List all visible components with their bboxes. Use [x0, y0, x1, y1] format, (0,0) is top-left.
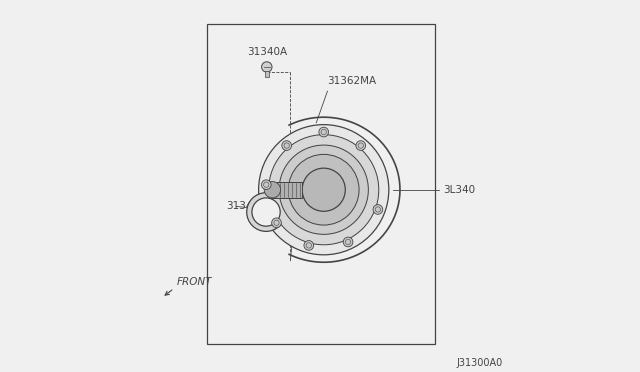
Text: 31344: 31344 — [227, 202, 259, 211]
Circle shape — [373, 205, 383, 214]
Circle shape — [252, 198, 280, 226]
Circle shape — [269, 135, 379, 245]
Circle shape — [262, 62, 272, 72]
Circle shape — [302, 168, 346, 211]
Text: FRONT: FRONT — [177, 277, 212, 287]
Circle shape — [282, 141, 291, 150]
Text: 3L340: 3L340 — [443, 185, 475, 195]
Circle shape — [304, 241, 314, 250]
Circle shape — [356, 141, 365, 150]
Circle shape — [279, 145, 369, 234]
Bar — [265, 71, 269, 77]
Text: 31340A: 31340A — [247, 46, 287, 57]
Circle shape — [343, 237, 353, 247]
Circle shape — [259, 125, 389, 255]
Circle shape — [289, 154, 359, 225]
Text: J31300A0: J31300A0 — [456, 357, 502, 368]
Circle shape — [262, 180, 271, 189]
Bar — [271, 182, 302, 198]
Circle shape — [319, 127, 328, 137]
Circle shape — [271, 218, 282, 228]
Circle shape — [246, 193, 285, 231]
Text: 31362MA: 31362MA — [328, 76, 376, 86]
Bar — [207, 24, 435, 344]
Circle shape — [264, 182, 280, 198]
